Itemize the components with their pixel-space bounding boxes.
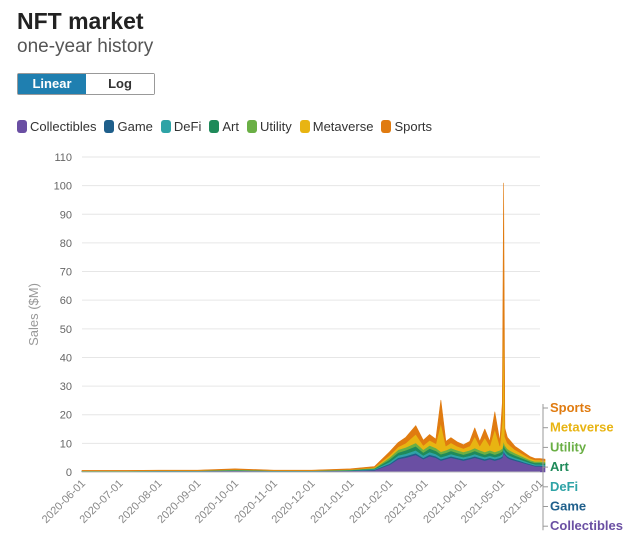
legend-label: Collectibles <box>30 119 97 134</box>
log-scale-button[interactable]: Log <box>86 74 154 94</box>
y-tick-label: 0 <box>66 467 72 479</box>
legend-label: Sports <box>394 119 433 134</box>
legend-swatch <box>246 120 257 133</box>
legend-item-art[interactable]: Art <box>209 119 239 134</box>
legend-item-utility[interactable]: Utility <box>246 119 292 134</box>
end-label-sports: Sports <box>550 400 591 415</box>
end-label-collectibles: Collectibles <box>550 518 623 533</box>
end-label-metaverse: Metaverse <box>550 420 614 435</box>
y-tick-label: 70 <box>60 267 72 279</box>
legend-item-collectibles[interactable]: Collectibles <box>17 119 96 134</box>
end-label-art: Art <box>550 459 569 474</box>
legend-swatch <box>299 120 310 133</box>
y-tick-label: 10 <box>60 438 72 450</box>
y-tick-label: 60 <box>60 295 72 307</box>
legend-item-sports[interactable]: Sports <box>381 119 432 134</box>
legend-label: Utility <box>259 119 292 134</box>
legend-swatch <box>17 120 27 133</box>
chart-legend: Collectibles Game DeFi Art Utility Metaverse S… <box>17 119 440 134</box>
end-label-utility: Utility <box>550 439 587 454</box>
legend-swatch <box>381 120 392 133</box>
legend-swatch <box>160 120 171 133</box>
legend-item-metaverse[interactable]: Metaverse <box>299 119 374 134</box>
y-tick-label: 30 <box>60 381 72 393</box>
y-tick-label: 50 <box>60 324 72 336</box>
end-label-game: Game <box>550 499 586 514</box>
y-axis-label: Sales ($M) <box>26 283 41 346</box>
linear-scale-button[interactable]: Linear <box>18 74 86 94</box>
y-tick-label: 110 <box>54 152 72 164</box>
scale-toggle: Linear Log <box>17 73 155 95</box>
y-tick-label: 100 <box>54 181 72 193</box>
legend-swatch <box>209 120 220 133</box>
area-series-metaverse <box>81 297 546 472</box>
legend-label: DeFi <box>173 119 202 134</box>
area-series-sports <box>81 182 546 472</box>
y-tick-label: 90 <box>60 209 72 221</box>
y-tick-label: 40 <box>60 352 72 364</box>
legend-label: Art <box>222 119 239 134</box>
legend-label: Game <box>117 119 153 134</box>
legend-item-defi[interactable]: DeFi <box>160 119 202 134</box>
y-tick-label: 80 <box>60 238 72 250</box>
legend-swatch <box>104 120 115 133</box>
legend-label: Metaverse <box>312 119 374 134</box>
chart-title: NFT market <box>17 8 144 34</box>
end-label-defi: DeFi <box>550 479 578 494</box>
legend-item-game[interactable]: Game <box>104 119 153 134</box>
y-tick-label: 20 <box>60 410 72 422</box>
chart-subtitle: one-year history <box>17 36 154 57</box>
